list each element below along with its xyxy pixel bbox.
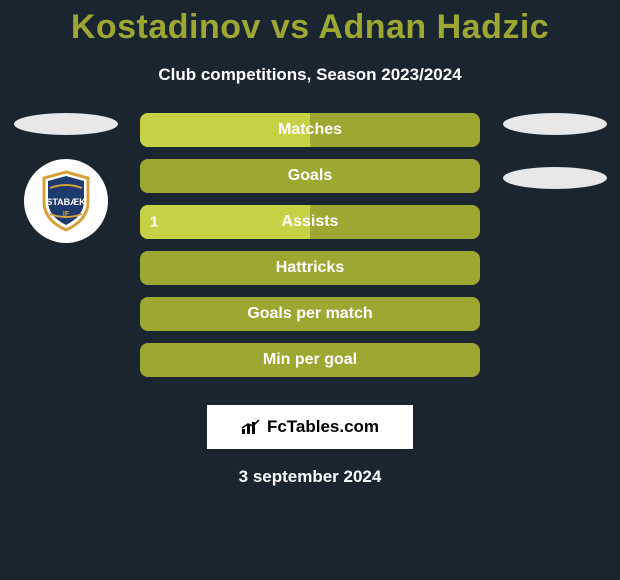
comparison-chart: STABÆK IF Matches Goals Assists1 Hattricks G… [0,113,620,393]
fctables-chart-icon [241,419,261,435]
stat-row: Goals per match [140,297,480,331]
right-player-column [497,113,612,221]
stat-label: Hattricks [140,259,480,277]
right-player-avatar-placeholder [503,113,607,135]
right-club-badge-placeholder [503,167,607,189]
svg-text:IF: IF [62,211,69,218]
stat-bars: Matches Goals Assists1 Hattricks Goals per m… [140,113,480,389]
svg-text:STABÆK: STABÆK [46,197,86,207]
stat-row: Matches [140,113,480,147]
brand-badge: FcTables.com [207,405,413,449]
stat-row: Assists1 [140,205,480,239]
stat-left-value: 1 [150,214,158,231]
subtitle: Club competitions, Season 2023/2024 [0,65,620,85]
stat-label: Matches [140,121,480,139]
stat-row: Goals [140,159,480,193]
left-player-avatar-placeholder [14,113,118,135]
brand-text: FcTables.com [267,417,379,437]
date-text: 3 september 2024 [0,467,620,487]
stat-row: Min per goal [140,343,480,377]
stat-label: Goals per match [140,305,480,323]
stat-label: Goals [140,167,480,185]
stat-label: Min per goal [140,351,480,369]
left-player-column: STABÆK IF [8,113,123,243]
stat-label: Assists [140,213,480,231]
left-club-badge: STABÆK IF [24,159,108,243]
stat-row: Hattricks [140,251,480,285]
stabaek-shield-icon: STABÆK IF [40,170,92,232]
page-title: Kostadinov vs Adnan Hadzic [0,0,620,47]
